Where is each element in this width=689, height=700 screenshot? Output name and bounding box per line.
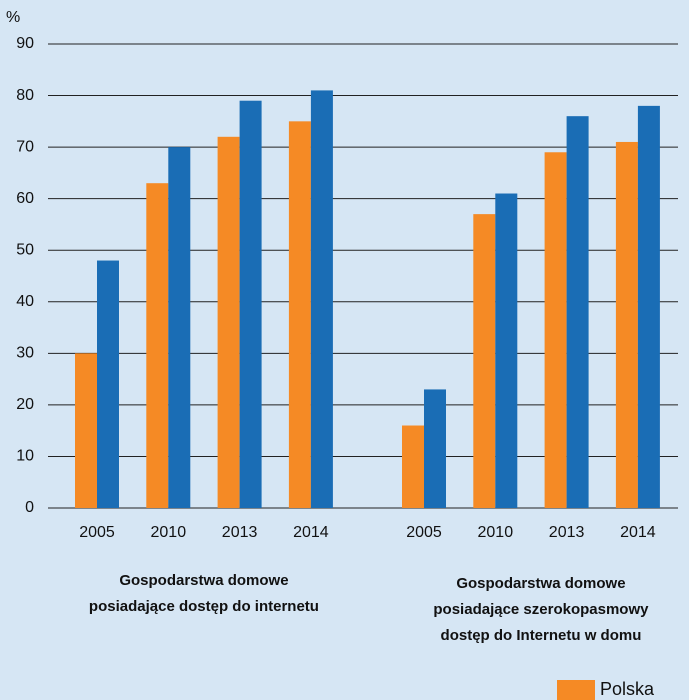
legend-swatch: [557, 680, 595, 700]
y-tick-label: 40: [16, 293, 34, 310]
x-tick-label: 2005: [79, 524, 115, 541]
y-axis-label: %: [6, 9, 20, 26]
bar: [424, 389, 446, 508]
bar: [615, 141, 638, 508]
x-tick-label: 2014: [293, 524, 329, 541]
y-tick-label: 70: [16, 138, 34, 155]
y-tick-label: 90: [16, 35, 34, 52]
x-tick-label: 2013: [549, 524, 585, 541]
y-tick-label: 20: [16, 396, 34, 413]
y-tick-label: 60: [16, 190, 34, 207]
x-tick-label: 2014: [620, 524, 656, 541]
group-label: Gospodarstwa domowe: [119, 572, 288, 589]
x-tick-label: 2005: [406, 524, 442, 541]
x-tick-label: 2010: [478, 524, 514, 541]
bar: [146, 183, 169, 508]
y-tick-label: 10: [16, 448, 34, 465]
bar: [97, 260, 119, 508]
bar: [288, 121, 311, 508]
legend-label: Polska: [600, 679, 655, 699]
y-tick-label: 80: [16, 87, 34, 104]
bar: [495, 193, 518, 508]
bar: [544, 152, 567, 508]
group-label: posiadające dostęp do internetu: [89, 598, 319, 615]
bar: [310, 90, 333, 509]
bar: [168, 147, 191, 508]
y-tick-label: 0: [25, 499, 34, 516]
bar: [402, 425, 424, 508]
bar: [239, 100, 262, 508]
group-label: Gospodarstwa domowe: [456, 575, 625, 592]
group-label: dostęp do Internetu w domu: [441, 627, 642, 644]
y-tick-label: 30: [16, 345, 34, 362]
y-tick-label: 50: [16, 241, 34, 258]
group-label: posiadające szerokopasmowy: [433, 601, 649, 618]
bar: [217, 136, 240, 509]
bar: [75, 353, 97, 508]
bar: [637, 105, 660, 508]
x-tick-label: 2010: [151, 524, 187, 541]
x-tick-label: 2013: [222, 524, 258, 541]
bar: [473, 214, 496, 508]
bar: [566, 116, 589, 508]
